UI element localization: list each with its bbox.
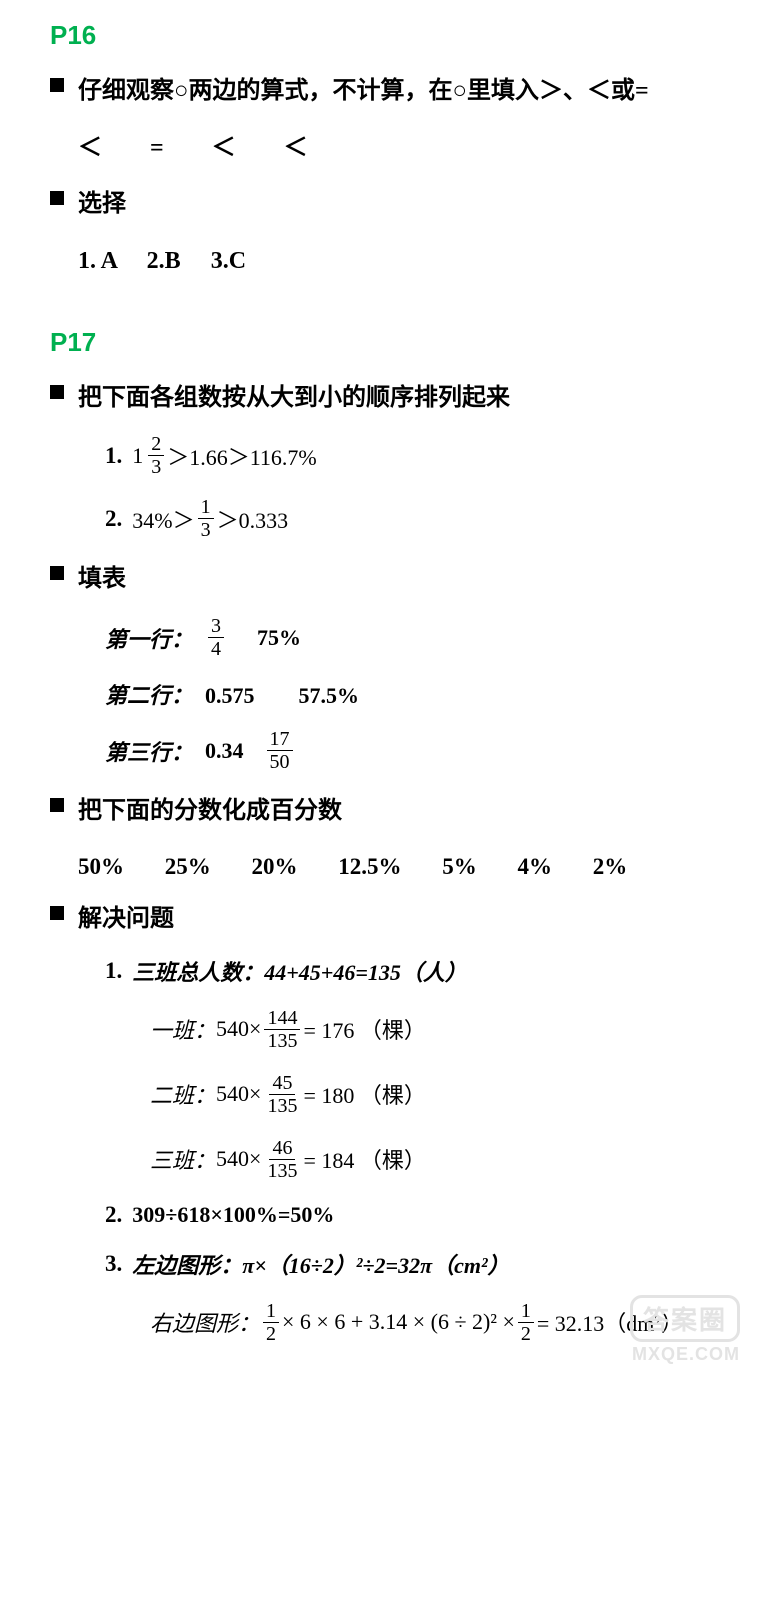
shape-label: 右边图形： bbox=[150, 1306, 260, 1338]
fraction-denominator: 3 bbox=[198, 519, 214, 541]
section-p17-1: 把下面各组数按从大到小的顺序排列起来 bbox=[50, 378, 715, 419]
percent-values: 50% 25% 20% 12.5% 5% 4% 2% bbox=[78, 847, 715, 881]
section-p17-4: 解决问题 bbox=[50, 899, 715, 940]
fraction-numerator: 144 bbox=[264, 1007, 300, 1030]
math-text: 34%＞ bbox=[132, 503, 194, 535]
solve-item-3: 3. 左边图形：π×（16÷2）²÷2=32π（cm²） bbox=[105, 1248, 715, 1280]
page-header-p16: P16 bbox=[50, 20, 715, 51]
fraction-denominator: 2 bbox=[263, 1323, 279, 1345]
fraction-numerator: 17 bbox=[267, 728, 293, 751]
row-value: 0.575 57.5% bbox=[205, 678, 359, 710]
fraction-numerator: 1 bbox=[263, 1300, 279, 1323]
fraction-numerator: 1 bbox=[198, 496, 214, 519]
fraction-denominator: 2 bbox=[518, 1323, 534, 1345]
fraction-numerator: 2 bbox=[148, 433, 164, 456]
solve-item-2: 2. 309÷618×100%=50% bbox=[105, 1202, 715, 1228]
answer-line: ＜ = ＜ ＜ bbox=[78, 127, 715, 162]
fraction-numerator: 3 bbox=[208, 615, 224, 638]
formula-post: = 180 （棵） bbox=[303, 1078, 425, 1110]
table-row-3: 第三行： 0.34 17 50 bbox=[105, 728, 715, 773]
class-2-line: 二班： 540× 45 135 = 180 （棵） bbox=[150, 1072, 715, 1117]
row-label: 第一行： bbox=[105, 622, 193, 654]
item-number: 2. bbox=[105, 1202, 122, 1228]
fraction-denominator: 135 bbox=[264, 1160, 300, 1182]
row-label: 第三行： bbox=[105, 735, 193, 767]
mixed-int: 1 bbox=[132, 443, 143, 469]
section-p16-2: 选择 bbox=[50, 184, 715, 225]
bullet-icon bbox=[50, 78, 64, 92]
class-label: 二班： bbox=[150, 1078, 216, 1110]
item-number: 1. bbox=[105, 443, 122, 469]
formula-pre: 540× bbox=[216, 1081, 261, 1107]
fraction-denominator: 4 bbox=[208, 638, 224, 660]
section-p17-2: 填表 bbox=[50, 559, 715, 600]
section-p16-1: 仔细观察○两边的算式，不计算，在○里填入＞、＜或= bbox=[50, 71, 715, 112]
fraction-denominator: 135 bbox=[264, 1030, 300, 1052]
row-label: 第二行： bbox=[105, 678, 193, 710]
formula-pre: 540× bbox=[216, 1016, 261, 1042]
watermark: 答案圈 MXQE.COM bbox=[630, 1295, 740, 1365]
section-title: 仔细观察○两边的算式，不计算，在○里填入＞、＜或= bbox=[78, 71, 649, 112]
bullet-icon bbox=[50, 385, 64, 399]
math-text: ＞0.333 bbox=[217, 503, 289, 535]
item-number: 2. bbox=[105, 506, 122, 532]
bullet-icon bbox=[50, 566, 64, 580]
fraction-denominator: 3 bbox=[148, 456, 164, 478]
solve-text: 309÷618×100%=50% bbox=[132, 1202, 334, 1228]
watermark-url: MXQE.COM bbox=[630, 1344, 740, 1365]
watermark-logo: 答案圈 bbox=[630, 1295, 740, 1342]
bullet-icon bbox=[50, 191, 64, 205]
section-title: 把下面各组数按从大到小的顺序排列起来 bbox=[78, 378, 510, 419]
class-label: 一班： bbox=[150, 1013, 216, 1045]
table-row-2: 第二行： 0.575 57.5% bbox=[105, 678, 715, 710]
page-header-p17: P17 bbox=[50, 327, 715, 358]
bullet-icon bbox=[50, 798, 64, 812]
formula-post: = 184 （棵） bbox=[303, 1143, 425, 1175]
section-title: 选择 bbox=[78, 184, 126, 225]
math-text: ＞1.66＞116.7% bbox=[167, 440, 317, 472]
class-3-line: 三班： 540× 46 135 = 184 （棵） bbox=[150, 1137, 715, 1182]
table-row-1: 第一行： 3 4 75% bbox=[105, 615, 715, 660]
fraction-denominator: 50 bbox=[267, 751, 293, 773]
row-value: 0.34 bbox=[205, 738, 244, 764]
bullet-icon bbox=[50, 906, 64, 920]
class-label: 三班： bbox=[150, 1143, 216, 1175]
fraction-denominator: 135 bbox=[264, 1095, 300, 1117]
fraction-numerator: 45 bbox=[269, 1072, 295, 1095]
item-number: 1. bbox=[105, 958, 122, 984]
item-number: 3. bbox=[105, 1251, 122, 1277]
fraction-numerator: 1 bbox=[518, 1300, 534, 1323]
math-item-1: 1. 1 2 3 ＞1.66＞116.7% bbox=[105, 433, 715, 478]
solve-text: 三班总人数：44+45+46=135（人） bbox=[132, 955, 467, 987]
section-title: 解决问题 bbox=[78, 899, 174, 940]
class-1-line: 一班： 540× 144 135 = 176 （棵） bbox=[150, 1007, 715, 1052]
section-title: 把下面的分数化成百分数 bbox=[78, 791, 342, 832]
answer-line: 1. A 2.B 3.C bbox=[78, 240, 715, 275]
solve-item-1: 1. 三班总人数：44+45+46=135（人） bbox=[105, 955, 715, 987]
formula-mid: × 6 × 6 + 3.14 × (6 ÷ 2)² × bbox=[282, 1309, 515, 1335]
row-value: 75% bbox=[257, 625, 301, 651]
fraction-numerator: 46 bbox=[269, 1137, 295, 1160]
formula-post: = 176 （棵） bbox=[303, 1013, 425, 1045]
section-title: 填表 bbox=[78, 559, 126, 600]
section-p17-3: 把下面的分数化成百分数 bbox=[50, 791, 715, 832]
solve-text: 左边图形：π×（16÷2）²÷2=32π（cm²） bbox=[132, 1248, 509, 1280]
formula-pre: 540× bbox=[216, 1146, 261, 1172]
math-item-2: 2. 34%＞ 1 3 ＞0.333 bbox=[105, 496, 715, 541]
